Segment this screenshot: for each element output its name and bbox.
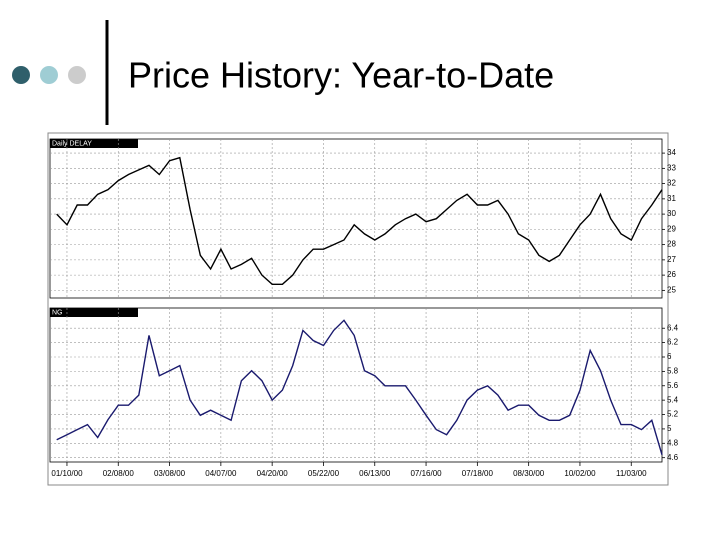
y-tick-label: 6 <box>667 352 672 361</box>
plot-area <box>49 138 663 299</box>
y-tick-label: 29 <box>667 224 676 233</box>
bullet-dot <box>40 66 58 84</box>
panel-label-bg <box>50 139 138 148</box>
y-tick-label: 5.6 <box>667 381 679 390</box>
x-tick-label: 03/08/00 <box>154 469 186 478</box>
x-tick-label: 08/30/00 <box>513 469 545 478</box>
x-tick-label: 11/03/00 <box>616 469 647 478</box>
plot-area <box>49 307 663 463</box>
panel-label: NG <box>52 309 63 316</box>
price-line <box>56 156 663 285</box>
y-tick-label: 6.4 <box>667 323 679 332</box>
panel-label-bg <box>50 308 138 317</box>
y-tick-label: 5.2 <box>667 410 679 419</box>
bullet-dot <box>68 66 86 84</box>
x-tick-label: 02/08/00 <box>103 469 135 478</box>
y-tick-label: 28 <box>667 240 676 249</box>
y-tick-label: 6.2 <box>667 338 679 347</box>
y-tick-label: 26 <box>667 270 676 279</box>
x-tick-label: 06/13/00 <box>359 469 391 478</box>
y-tick-label: 32 <box>667 179 676 188</box>
x-tick-label: 01/10/00 <box>51 469 83 478</box>
chart-frame <box>47 132 669 486</box>
y-tick-label: 5.8 <box>667 366 679 375</box>
x-tick-label: 07/18/00 <box>462 469 494 478</box>
x-tick-label: 05/22/00 <box>308 469 340 478</box>
bullet-dot <box>12 66 30 84</box>
y-tick-label: 30 <box>667 209 676 218</box>
slide-title: Price History: Year-to-Date <box>128 55 554 96</box>
y-tick-label: 34 <box>667 148 676 157</box>
y-tick-label: 4.6 <box>667 453 679 462</box>
x-tick-label: 04/20/00 <box>257 469 289 478</box>
y-tick-label: 33 <box>667 163 676 172</box>
y-tick-label: 4.8 <box>667 438 679 447</box>
y-tick-label: 5.4 <box>667 395 679 404</box>
panel-label: Daily DELAY <box>52 140 92 147</box>
price-line <box>56 319 663 455</box>
y-tick-label: 31 <box>667 194 676 203</box>
x-tick-label: 07/16/00 <box>410 469 442 478</box>
y-tick-label: 25 <box>667 285 676 294</box>
x-tick-label: 04/07/00 <box>205 469 237 478</box>
y-tick-label: 5 <box>667 424 672 433</box>
y-tick-label: 27 <box>667 255 676 264</box>
x-tick-label: 10/02/00 <box>564 469 596 478</box>
